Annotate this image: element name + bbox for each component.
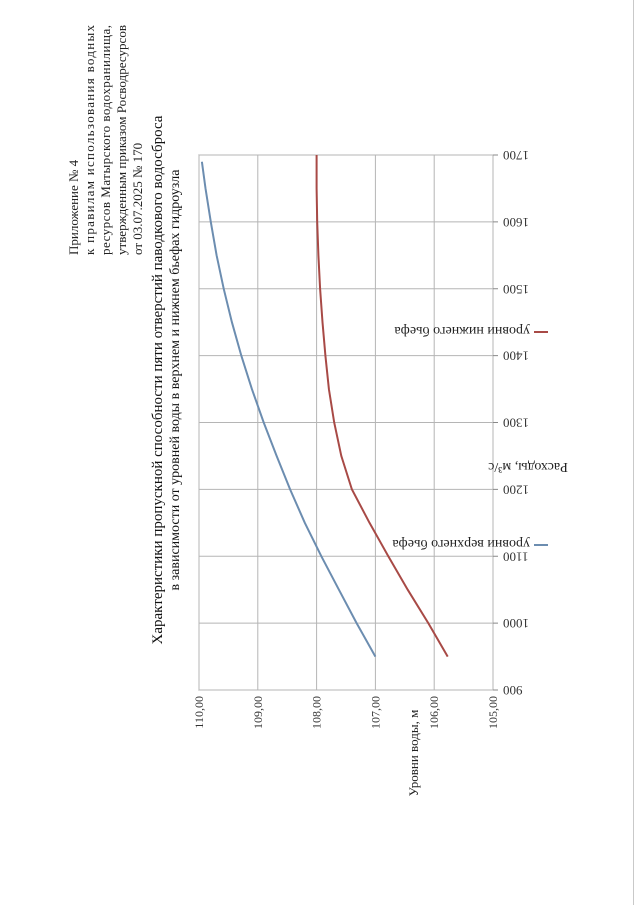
x-tick-label: 900 — [503, 683, 523, 698]
appendix-line-4: утвержденным приказом Росводресурсов — [114, 25, 129, 255]
x-tick-label: 1600 — [503, 215, 529, 230]
legend: уровни верхнего бьефа уровни нижнего бье… — [392, 323, 548, 551]
x-tick-label: 1500 — [503, 282, 529, 297]
y-tick-label: 110,00 — [192, 696, 206, 729]
legend-label-upper: уровни верхнего бьефа — [392, 536, 530, 551]
x-tick-label: 1300 — [503, 416, 529, 431]
x-tick-label: 1400 — [503, 349, 529, 364]
appendix-line-2: к правилам использования водных — [82, 25, 97, 256]
appendix-note: Приложение № 4 к правилам использования … — [66, 25, 145, 256]
page-edge-line — [633, 0, 634, 905]
series-line-upper — [200, 161, 377, 658]
legend-item-upper: уровни верхнего бьефа — [392, 536, 548, 551]
y-tick-label: 107,00 — [368, 696, 382, 729]
y-tick-label: 106,00 — [427, 696, 441, 729]
x-tick-label: 1700 — [503, 148, 529, 163]
y-tick-label: 108,00 — [310, 696, 324, 729]
grid-lines — [198, 154, 494, 691]
x-tick-label: 1100 — [503, 549, 529, 564]
chart-title: Характеристики пропускной способности пя… — [150, 115, 166, 644]
appendix-line-1: Приложение № 4 — [66, 159, 81, 255]
x-axis-label: Расходы, м³/с — [488, 459, 568, 474]
y-axis-label: Уровни воды, м — [406, 710, 421, 797]
y-axis-ticks: 105,00 106,00 107,00 108,00 109,00 110,00 — [192, 696, 500, 729]
appendix-line-5: от 03.07.2025 № 170 — [130, 143, 145, 255]
series-lines — [200, 155, 449, 658]
chart-subtitle: в зависимости от уровней воды в верхнем … — [168, 169, 183, 591]
legend-label-lower: уровни нижнего бьефа — [394, 323, 530, 338]
x-tick-label: 1000 — [503, 616, 529, 631]
y-tick-label: 109,00 — [251, 696, 265, 729]
legend-item-lower: уровни нижнего бьефа — [394, 323, 548, 338]
x-tick-label: 1200 — [503, 482, 529, 497]
appendix-line-3: ресурсов Матырского водохранилища, — [98, 25, 113, 255]
x-axis-ticks: 900 1000 1100 1200 1300 1400 1500 1600 1700 — [493, 148, 529, 698]
y-tick-label: 105,00 — [486, 696, 500, 729]
series-line-lower — [315, 155, 449, 658]
